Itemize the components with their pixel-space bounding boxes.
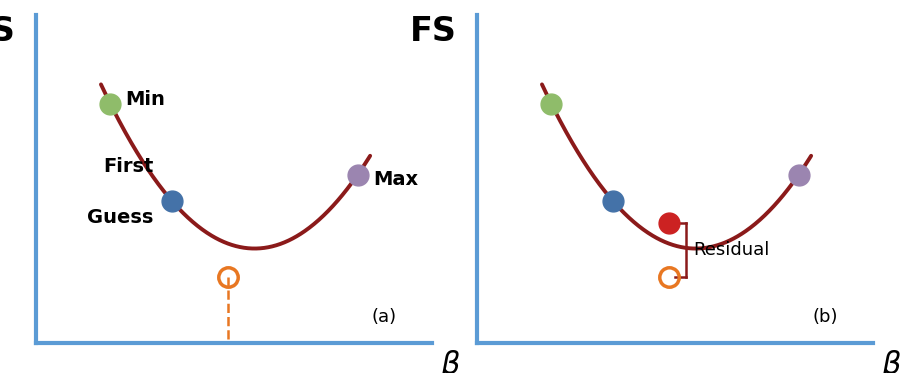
Text: FS: FS [410, 15, 457, 48]
Text: First: First [104, 157, 154, 176]
Text: Max: Max [374, 170, 419, 188]
Text: Guess: Guess [87, 208, 154, 227]
Text: β: β [440, 350, 459, 373]
Text: FS: FS [0, 15, 16, 48]
Text: Min: Min [126, 90, 166, 109]
Text: (b): (b) [813, 308, 838, 326]
Text: (a): (a) [372, 308, 397, 326]
Text: β: β [881, 350, 900, 373]
Text: Residual: Residual [694, 241, 770, 259]
